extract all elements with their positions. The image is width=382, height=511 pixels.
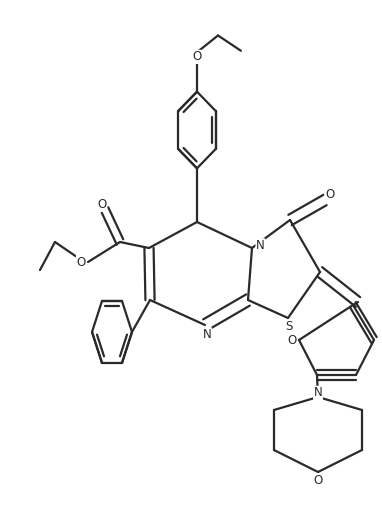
Text: O: O (288, 334, 297, 346)
Text: O: O (76, 256, 86, 268)
Text: O: O (313, 474, 323, 486)
Text: S: S (285, 320, 293, 333)
Text: O: O (325, 189, 335, 201)
Text: N: N (314, 386, 322, 400)
Text: O: O (97, 198, 107, 212)
Text: N: N (202, 328, 211, 341)
Text: O: O (193, 51, 202, 63)
Text: N: N (256, 239, 265, 252)
